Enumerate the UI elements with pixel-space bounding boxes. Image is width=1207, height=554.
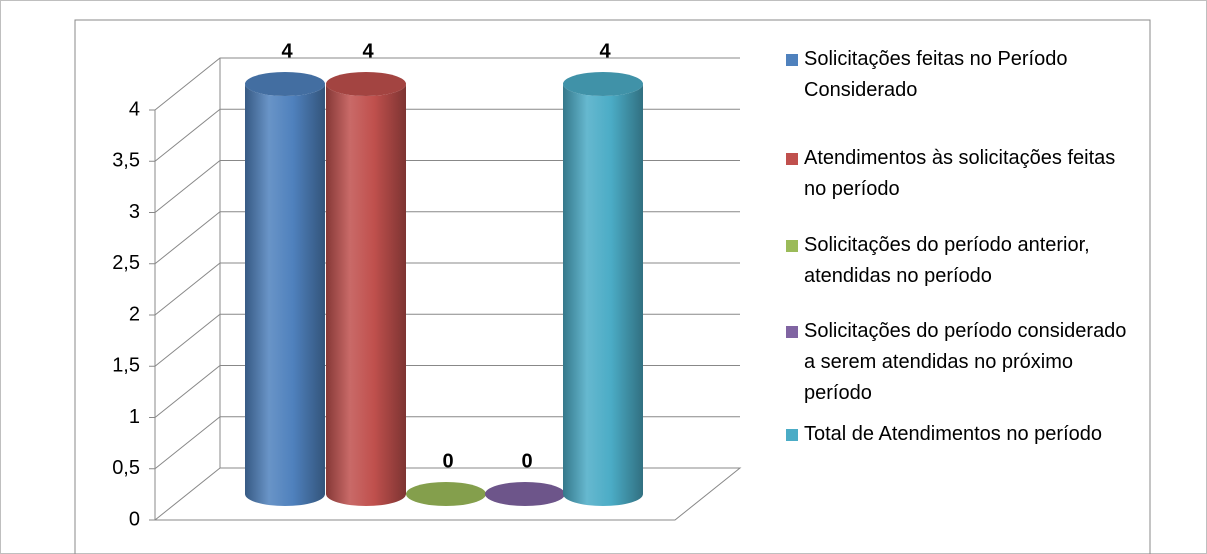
legend-swatch [786, 429, 798, 441]
legend-swatch [786, 153, 798, 165]
cylinder [326, 84, 406, 506]
data-label: 4 [281, 40, 293, 62]
grid-line [154, 262, 740, 316]
grid-line [154, 313, 740, 367]
cylinder-top [563, 72, 643, 96]
data-label: 0 [521, 450, 532, 472]
chart-frame [74, 19, 1151, 554]
legend-label: Total de Atendimentos no período [804, 423, 1102, 445]
data-label: 0 [442, 450, 453, 472]
cylinder-top [485, 482, 565, 506]
legend-entry: Solicitações do período anterior, atendi… [786, 230, 1136, 292]
grid-line [154, 365, 740, 418]
legend-swatch [786, 54, 798, 66]
grid-line [154, 57, 740, 111]
y-tick-label: 1 [129, 406, 140, 428]
cylinder-top [245, 72, 325, 96]
legend-label: Solicitações feitas no Período Considera… [804, 48, 1068, 101]
cylinder-top [326, 72, 406, 96]
legend-swatch [786, 240, 798, 252]
legend-entry: Solicitações do período considerado a se… [786, 316, 1136, 409]
y-tick-label: 0 [129, 508, 140, 530]
legend-entry: Solicitações feitas no Período Considera… [786, 44, 1136, 106]
legend-entry: Total de Atendimentos no período [786, 419, 1136, 450]
data-label: 4 [599, 40, 611, 62]
grid-line [154, 211, 740, 265]
legend-label: Solicitações do período anterior, atendi… [804, 234, 1090, 287]
cylinder-top [406, 482, 486, 506]
legend-label: Atendimentos às solicitações feitas no p… [804, 147, 1116, 200]
grid-line [154, 160, 740, 213]
floor [155, 467, 742, 521]
legend-swatch [786, 326, 798, 338]
y-tick-label: 4 [129, 98, 140, 120]
legend-label: Solicitações do período considerado a se… [804, 320, 1127, 404]
y-tick-label: 3,5 [112, 150, 140, 172]
cylinder [245, 84, 325, 506]
y-tick-label: 0,5 [112, 457, 140, 479]
y-tick-label: 3 [129, 201, 140, 223]
y-tick-label: 2 [129, 303, 140, 325]
y-tick-label: 2,5 [112, 252, 140, 274]
grid-line [154, 108, 740, 162]
cylinder [563, 84, 643, 506]
legend-entry: Atendimentos às solicitações feitas no p… [786, 143, 1136, 205]
y-tick-label: 1,5 [112, 355, 140, 377]
data-label: 4 [362, 40, 374, 62]
